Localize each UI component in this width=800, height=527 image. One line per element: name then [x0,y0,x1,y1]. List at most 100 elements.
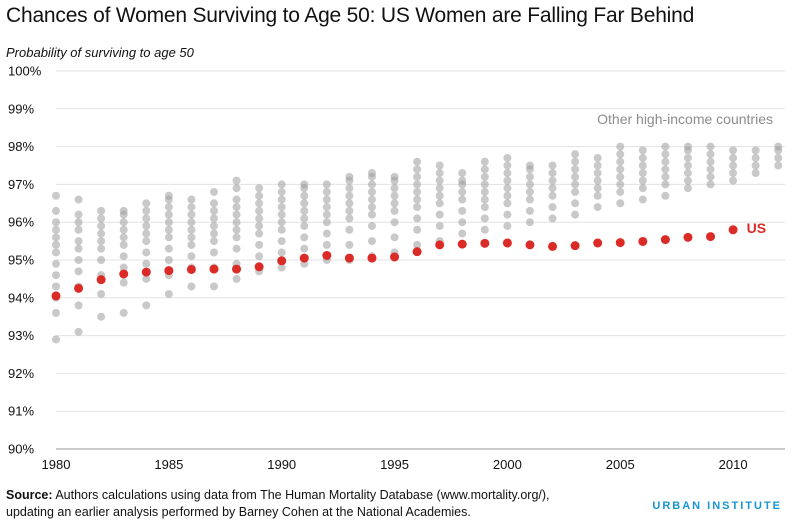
other-point-1995 [390,199,399,208]
us-point-1980 [51,291,61,301]
other-point-1999 [480,195,489,204]
y-tick-91: 91% [8,404,34,419]
other-point-2006 [638,184,647,193]
other-point-1981 [74,267,83,276]
other-point-2007 [661,191,670,200]
us-point-2005 [615,238,625,248]
us-point-1999 [480,238,490,248]
other-point-1980 [52,225,60,234]
other-point-2000 [503,153,512,162]
other-point-1993 [345,199,354,208]
other-point-2000 [503,184,512,193]
other-point-1990 [277,180,286,189]
other-point-2005 [616,180,625,189]
other-point-2009 [706,165,715,174]
other-point-1980 [52,233,60,242]
other-point-1994 [367,169,376,178]
other-point-1984 [142,259,151,268]
other-point-1989 [255,221,264,230]
other-point-1988 [232,195,241,204]
other-point-2009 [706,172,715,181]
other-point-1993 [345,225,354,234]
other-point-2003 [571,187,580,196]
other-point-1996 [413,195,422,204]
other-point-1990 [277,187,286,196]
other-point-1987 [209,282,218,291]
other-point-2006 [638,176,647,185]
other-point-1997 [435,199,444,208]
other-point-1982 [97,221,106,230]
other-point-2001 [525,195,534,204]
other-point-1981 [74,237,83,246]
other-point-2002 [548,169,557,178]
other-point-1986 [187,233,196,242]
other-point-2004 [593,176,602,185]
us-point-1994 [367,253,377,263]
other-point-1980 [52,206,60,215]
other-point-2011 [751,169,760,178]
other-point-1980 [52,191,60,200]
other-point-1985 [164,218,173,227]
other-point-1990 [277,195,286,204]
other-point-1987 [209,221,218,230]
other-point-2005 [616,142,625,151]
other-point-2010 [729,169,738,178]
other-point-2004 [593,161,602,170]
other-point-1986 [187,252,196,261]
other-point-1989 [255,229,264,238]
other-point-1981 [74,218,83,227]
other-point-1987 [209,214,218,223]
other-point-1984 [142,214,151,223]
other-point-1992 [322,229,331,238]
other-point-2011 [751,146,760,155]
other-point-1987 [209,229,218,238]
us-point-2003 [570,241,580,251]
source-note: Source: Authors calculations using data … [6,487,646,521]
x-tick-2010: 2010 [719,457,748,472]
other-point-2009 [706,142,715,151]
us-point-2008 [683,232,693,242]
other-point-1980 [52,259,60,268]
other-point-2000 [503,199,512,208]
urban-institute-logo: URBAN INSTITUTE [652,500,782,512]
other-point-1982 [97,229,106,238]
other-point-2011 [751,161,760,170]
other-point-1990 [277,210,286,219]
other-point-2010 [729,146,738,155]
other-point-2002 [548,214,557,223]
other-point-2005 [616,165,625,174]
other-point-1986 [187,210,196,219]
other-point-1984 [142,206,151,215]
y-axis-label: Probability of surviving to age 50 [6,45,194,60]
other-point-1991 [300,233,309,242]
other-point-1980 [52,282,60,291]
us-point-2009 [706,232,716,242]
other-point-2003 [571,172,580,181]
other-point-1980 [52,308,60,317]
us-point-1990 [277,256,287,266]
other-point-1988 [232,210,241,219]
us-point-1989 [254,262,264,272]
other-point-1983 [119,240,128,249]
other-point-2007 [661,157,670,166]
us-point-1988 [232,264,242,274]
other-point-2000 [503,221,512,230]
other-point-1990 [277,225,286,234]
other-point-1985 [164,191,173,200]
other-point-1988 [232,176,241,185]
other-point-1989 [255,240,264,249]
other-point-2002 [548,161,557,170]
other-point-2005 [616,157,625,166]
other-point-1981 [74,327,83,336]
other-point-1980 [52,335,60,344]
other-point-1998 [458,218,467,227]
other-point-1981 [74,301,83,310]
other-point-1991 [300,199,309,208]
other-point-2005 [616,187,625,196]
other-point-1986 [187,225,196,234]
other-point-1990 [277,218,286,227]
other-point-1991 [300,191,309,200]
other-point-2003 [571,165,580,174]
other-point-1996 [413,187,422,196]
x-tick-1995: 1995 [380,457,409,472]
